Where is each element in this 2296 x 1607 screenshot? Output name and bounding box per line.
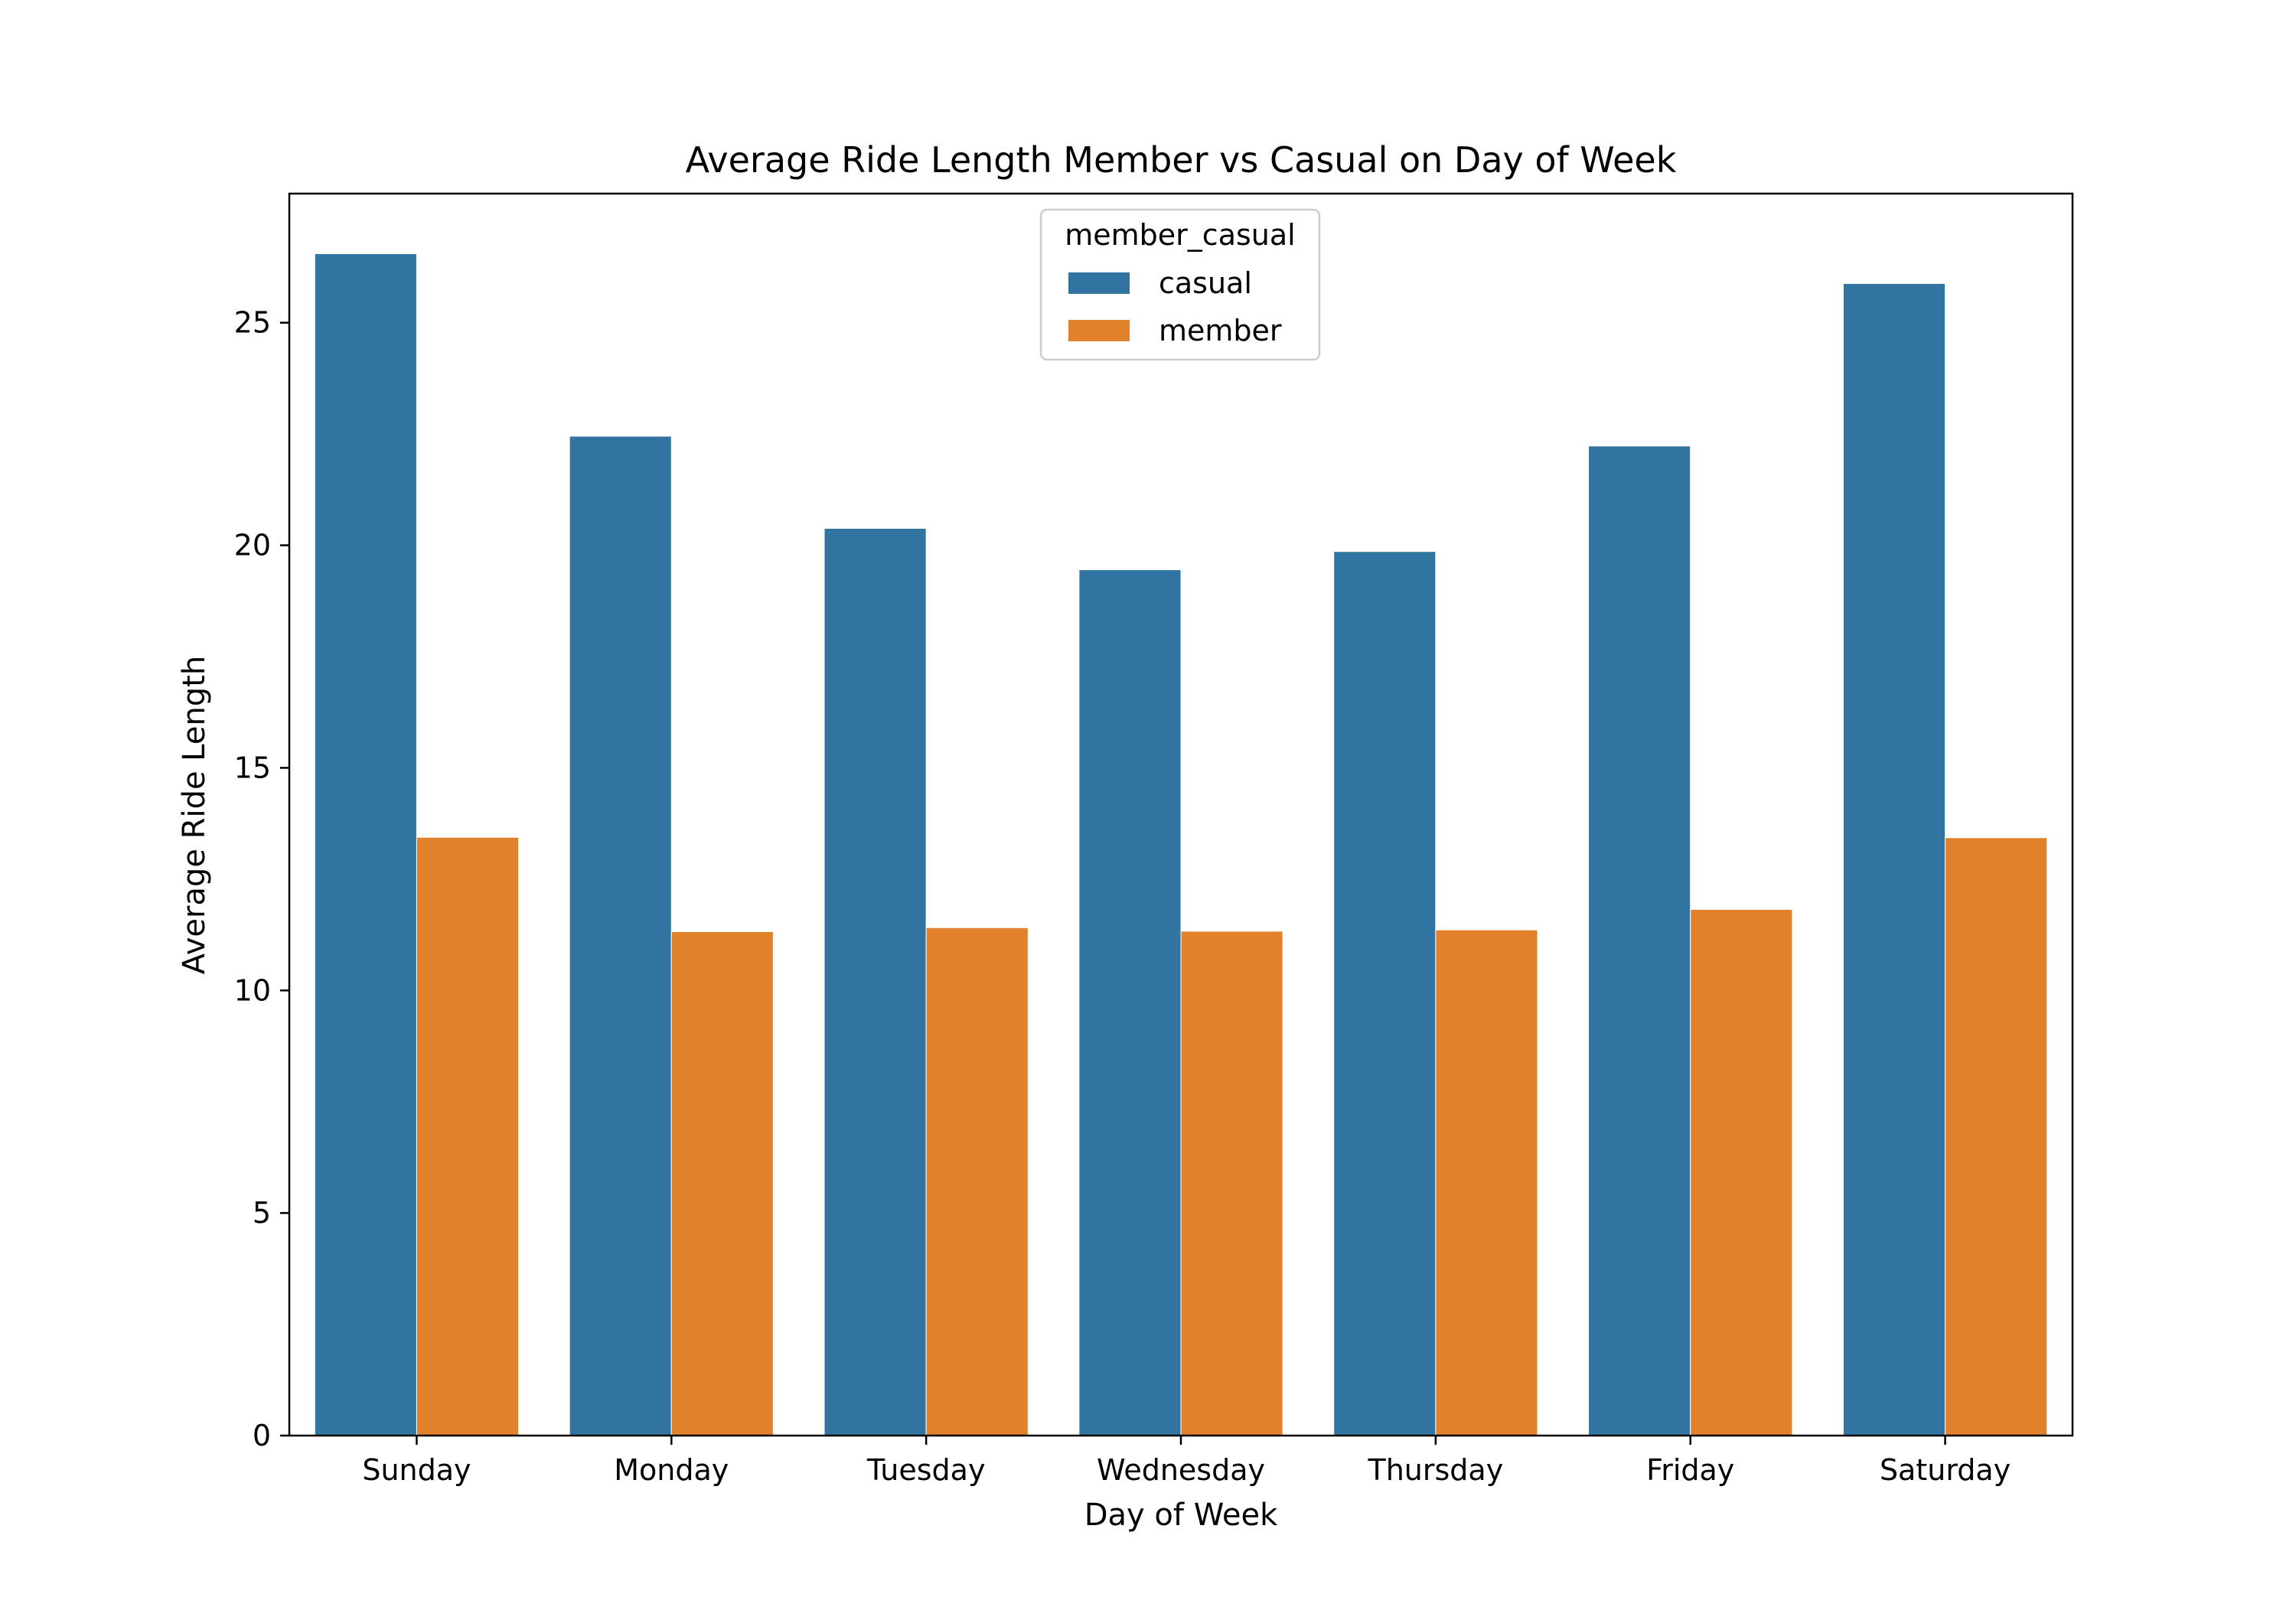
bar-member-monday	[670, 931, 774, 1436]
x-tick-label: Tuesday	[866, 1453, 986, 1487]
y-tick-label: 10	[234, 973, 271, 1007]
legend-swatch-casual	[1068, 272, 1130, 294]
x-axis: Sunday Monday Tuesday Wednesday Thursday Frid…	[362, 1436, 2011, 1487]
bar-casual-monday	[569, 435, 672, 1436]
y-tick-label: 25	[234, 306, 271, 340]
bar-casual-tuesday	[823, 527, 927, 1436]
bar-member-thursday	[1435, 929, 1538, 1436]
x-tick-label: Thursday	[1368, 1453, 1504, 1487]
y-tick-label: 15	[234, 751, 271, 784]
x-tick-label: Friday	[1646, 1453, 1734, 1487]
chart-title: Average Ride Length Member vs Casual on …	[686, 139, 1677, 181]
x-tick-label: Monday	[614, 1453, 729, 1487]
y-axis: 0 5 10 15 20 25	[234, 306, 289, 1452]
legend-items: casual member	[1068, 266, 1282, 347]
y-axis-label: Average Ride Length	[177, 656, 212, 975]
bar-member-friday	[1690, 908, 1793, 1436]
x-axis-label: Day of Week	[1084, 1498, 1278, 1533]
bar-casual-thursday	[1333, 551, 1437, 1436]
bar-member-tuesday	[925, 927, 1029, 1436]
bar-casual-wednesday	[1078, 569, 1182, 1436]
legend-label-casual: casual	[1159, 266, 1252, 300]
bar-casual-saturday	[1842, 283, 1946, 1436]
bar-member-saturday	[1945, 837, 2048, 1436]
bar-member-sunday	[416, 836, 520, 1436]
legend-label-member: member	[1159, 314, 1282, 347]
bar-casual-friday	[1588, 445, 1691, 1436]
legend-swatch-member	[1068, 320, 1130, 341]
x-tick-label: Saturday	[1880, 1453, 2011, 1487]
bars-group	[314, 253, 2048, 1436]
x-tick-label: Sunday	[362, 1453, 471, 1487]
y-tick-label: 0	[253, 1419, 271, 1452]
bar-member-wednesday	[1180, 931, 1283, 1436]
bar-casual-sunday	[314, 253, 417, 1436]
x-tick-label: Wednesday	[1097, 1453, 1265, 1487]
plot-frame	[288, 192, 2074, 1437]
y-tick-label: 5	[253, 1196, 271, 1230]
y-tick-label: 20	[234, 529, 271, 562]
legend-title: member_casual	[1065, 218, 1295, 252]
legend: member_casual casual member	[1039, 208, 1321, 361]
